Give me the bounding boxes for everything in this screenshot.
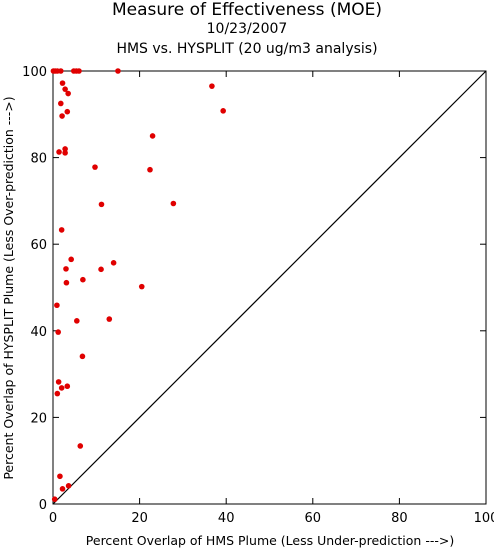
data-point	[147, 166, 153, 173]
data-point	[59, 486, 66, 492]
data-point	[56, 149, 62, 155]
data-point	[64, 108, 71, 115]
data-point	[58, 385, 65, 391]
y-tick-label: 60	[30, 238, 47, 253]
data-point	[54, 390, 61, 397]
y-axis-ticks: 0 20 40 60 80 100	[22, 65, 486, 513]
y-tick-label: 0	[39, 498, 47, 513]
data-point	[63, 266, 69, 272]
data-point	[54, 302, 60, 309]
y-tick-label: 40	[30, 325, 47, 340]
data-point	[76, 68, 82, 74]
data-point	[64, 383, 71, 390]
x-tick-label: 40	[218, 511, 235, 526]
data-point	[115, 68, 121, 74]
y-tick-label: 20	[30, 411, 47, 426]
data-point	[57, 68, 64, 74]
data-point	[59, 113, 65, 119]
y-axis-label: Percent Overlap of HYSPLIT Plume (Less O…	[1, 96, 16, 479]
y-tick-label: 100	[22, 65, 47, 80]
data-point	[74, 318, 80, 324]
plot-frame	[52, 70, 487, 505]
data-point	[65, 483, 72, 489]
chart-title: Measure of Effectiveness (MOE)	[111, 0, 383, 20]
plot-border	[52, 70, 487, 505]
data-point	[220, 108, 226, 114]
data-point	[98, 266, 104, 273]
chart-date: 10/23/2007	[206, 21, 288, 37]
x-axis-label: Percent Overlap of HMS Plume (Less Under…	[86, 533, 454, 548]
y-tick-label: 80	[30, 152, 47, 167]
data-point	[80, 276, 86, 283]
x-tick-label: 60	[305, 511, 322, 526]
x-tick-label: 20	[131, 511, 148, 526]
data-point	[57, 100, 64, 107]
data-point	[63, 279, 70, 286]
x-axis-ticks: 0 20 40 60 80 100	[49, 71, 494, 526]
data-point	[77, 443, 84, 449]
x-tick-label: 80	[391, 511, 408, 526]
data-points	[50, 68, 226, 503]
data-point	[65, 90, 71, 97]
data-point	[79, 353, 86, 360]
x-tick-label: 100	[474, 511, 494, 526]
data-point	[62, 150, 68, 156]
data-point	[62, 146, 68, 152]
data-point	[209, 83, 215, 89]
data-point	[149, 133, 156, 139]
data-point	[55, 379, 62, 385]
data-point	[138, 283, 145, 290]
data-point	[55, 329, 61, 335]
chart-subtitle: HMS vs. HYSPLIT (20 ug/m3 analysis)	[116, 41, 378, 57]
x-tick-label: 0	[49, 511, 57, 526]
one-to-one-line	[52, 70, 487, 505]
data-point	[57, 473, 63, 480]
data-point	[92, 164, 98, 170]
data-point	[59, 80, 66, 86]
data-point	[62, 86, 68, 92]
data-point	[68, 256, 74, 263]
data-point	[58, 227, 65, 233]
data-point	[106, 316, 113, 322]
data-point	[51, 496, 58, 503]
data-point	[98, 201, 105, 208]
data-point	[170, 200, 177, 207]
data-point	[110, 260, 117, 266]
